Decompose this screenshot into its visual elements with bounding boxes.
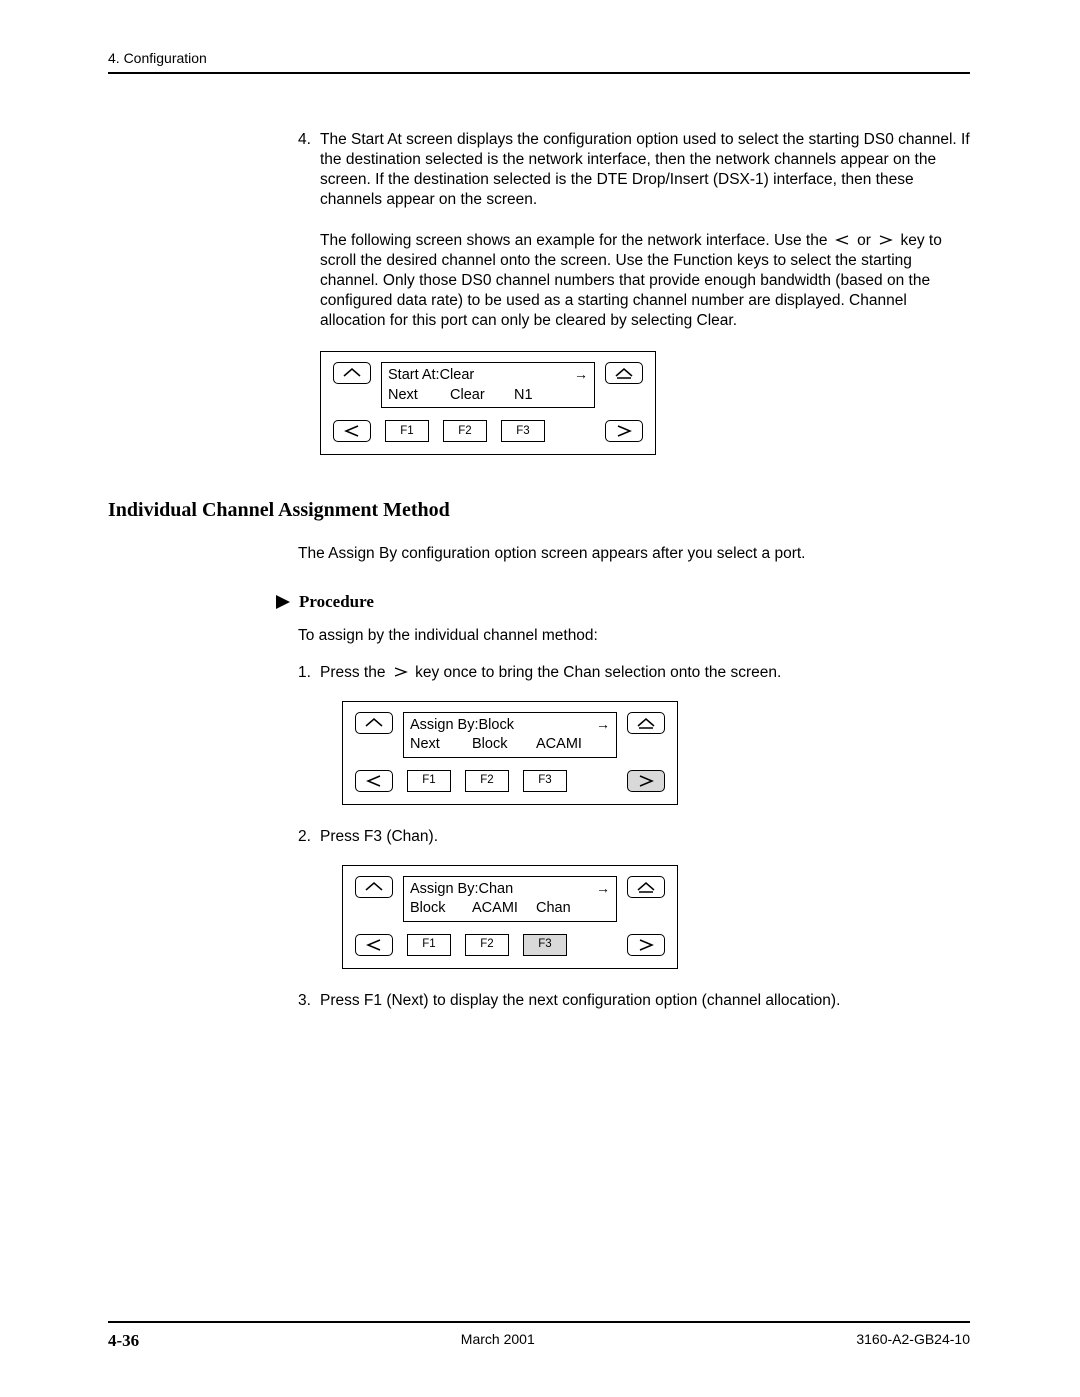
footer-doc-id: 3160-A2-GB24-10 xyxy=(856,1331,970,1351)
lcd-panel-assign-chan: → Assign By:Chan Block ACAMI Chan F1 xyxy=(342,865,678,969)
chapter-label: 4. Configuration xyxy=(108,50,207,66)
lcd-opt-2: Block xyxy=(472,735,536,755)
left-key-icon xyxy=(834,234,851,246)
f1-button[interactable]: F1 xyxy=(407,934,451,956)
procedure-arrow-icon xyxy=(276,595,291,610)
lcd-opt-2: Clear xyxy=(450,386,514,406)
lcd-panel-assign-block: → Assign By:Block Next Block ACAMI F1 xyxy=(342,701,678,805)
page-header: 4. Configuration xyxy=(108,50,970,74)
intro-para2: The following screen shows an example fo… xyxy=(298,231,970,332)
lcd-opt-3: ACAMI xyxy=(536,735,596,755)
lcd-more-right-icon: → xyxy=(574,367,588,381)
scroll-right-button[interactable] xyxy=(627,934,665,956)
scroll-up-button[interactable] xyxy=(333,362,371,384)
lcd-more-right-icon: → xyxy=(596,881,610,895)
lcd-line1: Start At:Clear xyxy=(388,366,588,386)
scroll-top-button[interactable] xyxy=(627,876,665,898)
f2-button[interactable]: F2 xyxy=(465,934,509,956)
intro-item-4: 4. The Start At screen displays the conf… xyxy=(298,130,970,211)
f3-button[interactable]: F3 xyxy=(501,420,545,442)
f1-button[interactable]: F1 xyxy=(385,420,429,442)
lcd-display: → Start At:Clear Next Clear N1 xyxy=(381,362,595,408)
lcd-line1: Assign By:Chan xyxy=(410,880,610,900)
f3-button[interactable]: F3 xyxy=(523,770,567,792)
list-number: 2. xyxy=(298,827,311,847)
scroll-up-button[interactable] xyxy=(355,712,393,734)
right-key-icon xyxy=(392,666,409,678)
f3-button[interactable]: F3 xyxy=(523,934,567,956)
proc-step-2: 2. Press F3 (Chan). → Assign By:Chan Blo… xyxy=(298,827,970,969)
page-footer: 4-36 March 2001 3160-A2-GB24-10 xyxy=(108,1321,970,1351)
f2-button[interactable]: F2 xyxy=(443,420,487,442)
lcd-display: → Assign By:Block Next Block ACAMI xyxy=(403,712,617,758)
procedure-heading: Procedure xyxy=(276,592,970,612)
lcd-opt-1: Next xyxy=(388,386,450,406)
scroll-right-button[interactable] xyxy=(627,770,665,792)
scroll-up-button[interactable] xyxy=(355,876,393,898)
list-number: 4. xyxy=(298,130,311,150)
section-heading: Individual Channel Assignment Method xyxy=(108,499,970,522)
f1-button[interactable]: F1 xyxy=(407,770,451,792)
lcd-display: → Assign By:Chan Block ACAMI Chan xyxy=(403,876,617,922)
page-number: 4-36 xyxy=(108,1331,139,1351)
proc-step-3: 3. Press F1 (Next) to display the next c… xyxy=(298,991,970,1011)
lcd-opt-1: Next xyxy=(410,735,472,755)
lcd-opt-3: Chan xyxy=(536,899,596,919)
scroll-left-button[interactable] xyxy=(355,770,393,792)
procedure-intro: To assign by the individual channel meth… xyxy=(298,626,970,646)
scroll-top-button[interactable] xyxy=(627,712,665,734)
scroll-top-button[interactable] xyxy=(605,362,643,384)
section-intro: The Assign By configuration option scree… xyxy=(298,544,970,564)
lcd-opt-2: ACAMI xyxy=(472,899,536,919)
list-number: 1. xyxy=(298,663,311,683)
scroll-left-button[interactable] xyxy=(333,420,371,442)
footer-date: March 2001 xyxy=(461,1331,535,1351)
lcd-opt-1: Block xyxy=(410,899,472,919)
scroll-left-button[interactable] xyxy=(355,934,393,956)
scroll-right-button[interactable] xyxy=(605,420,643,442)
intro-item4-text: The Start At screen displays the configu… xyxy=(320,131,970,208)
procedure-label: Procedure xyxy=(299,592,374,612)
lcd-more-right-icon: → xyxy=(596,717,610,731)
proc-step-1: 1. Press the key once to bring the Chan … xyxy=(298,663,970,805)
right-key-icon xyxy=(877,234,894,246)
list-number: 3. xyxy=(298,991,311,1011)
lcd-panel-start-at: → Start At:Clear Next Clear N1 F1 F2 F3 xyxy=(320,351,656,455)
f2-button[interactable]: F2 xyxy=(465,770,509,792)
lcd-opt-3: N1 xyxy=(514,386,574,406)
lcd-line1: Assign By:Block xyxy=(410,716,610,736)
